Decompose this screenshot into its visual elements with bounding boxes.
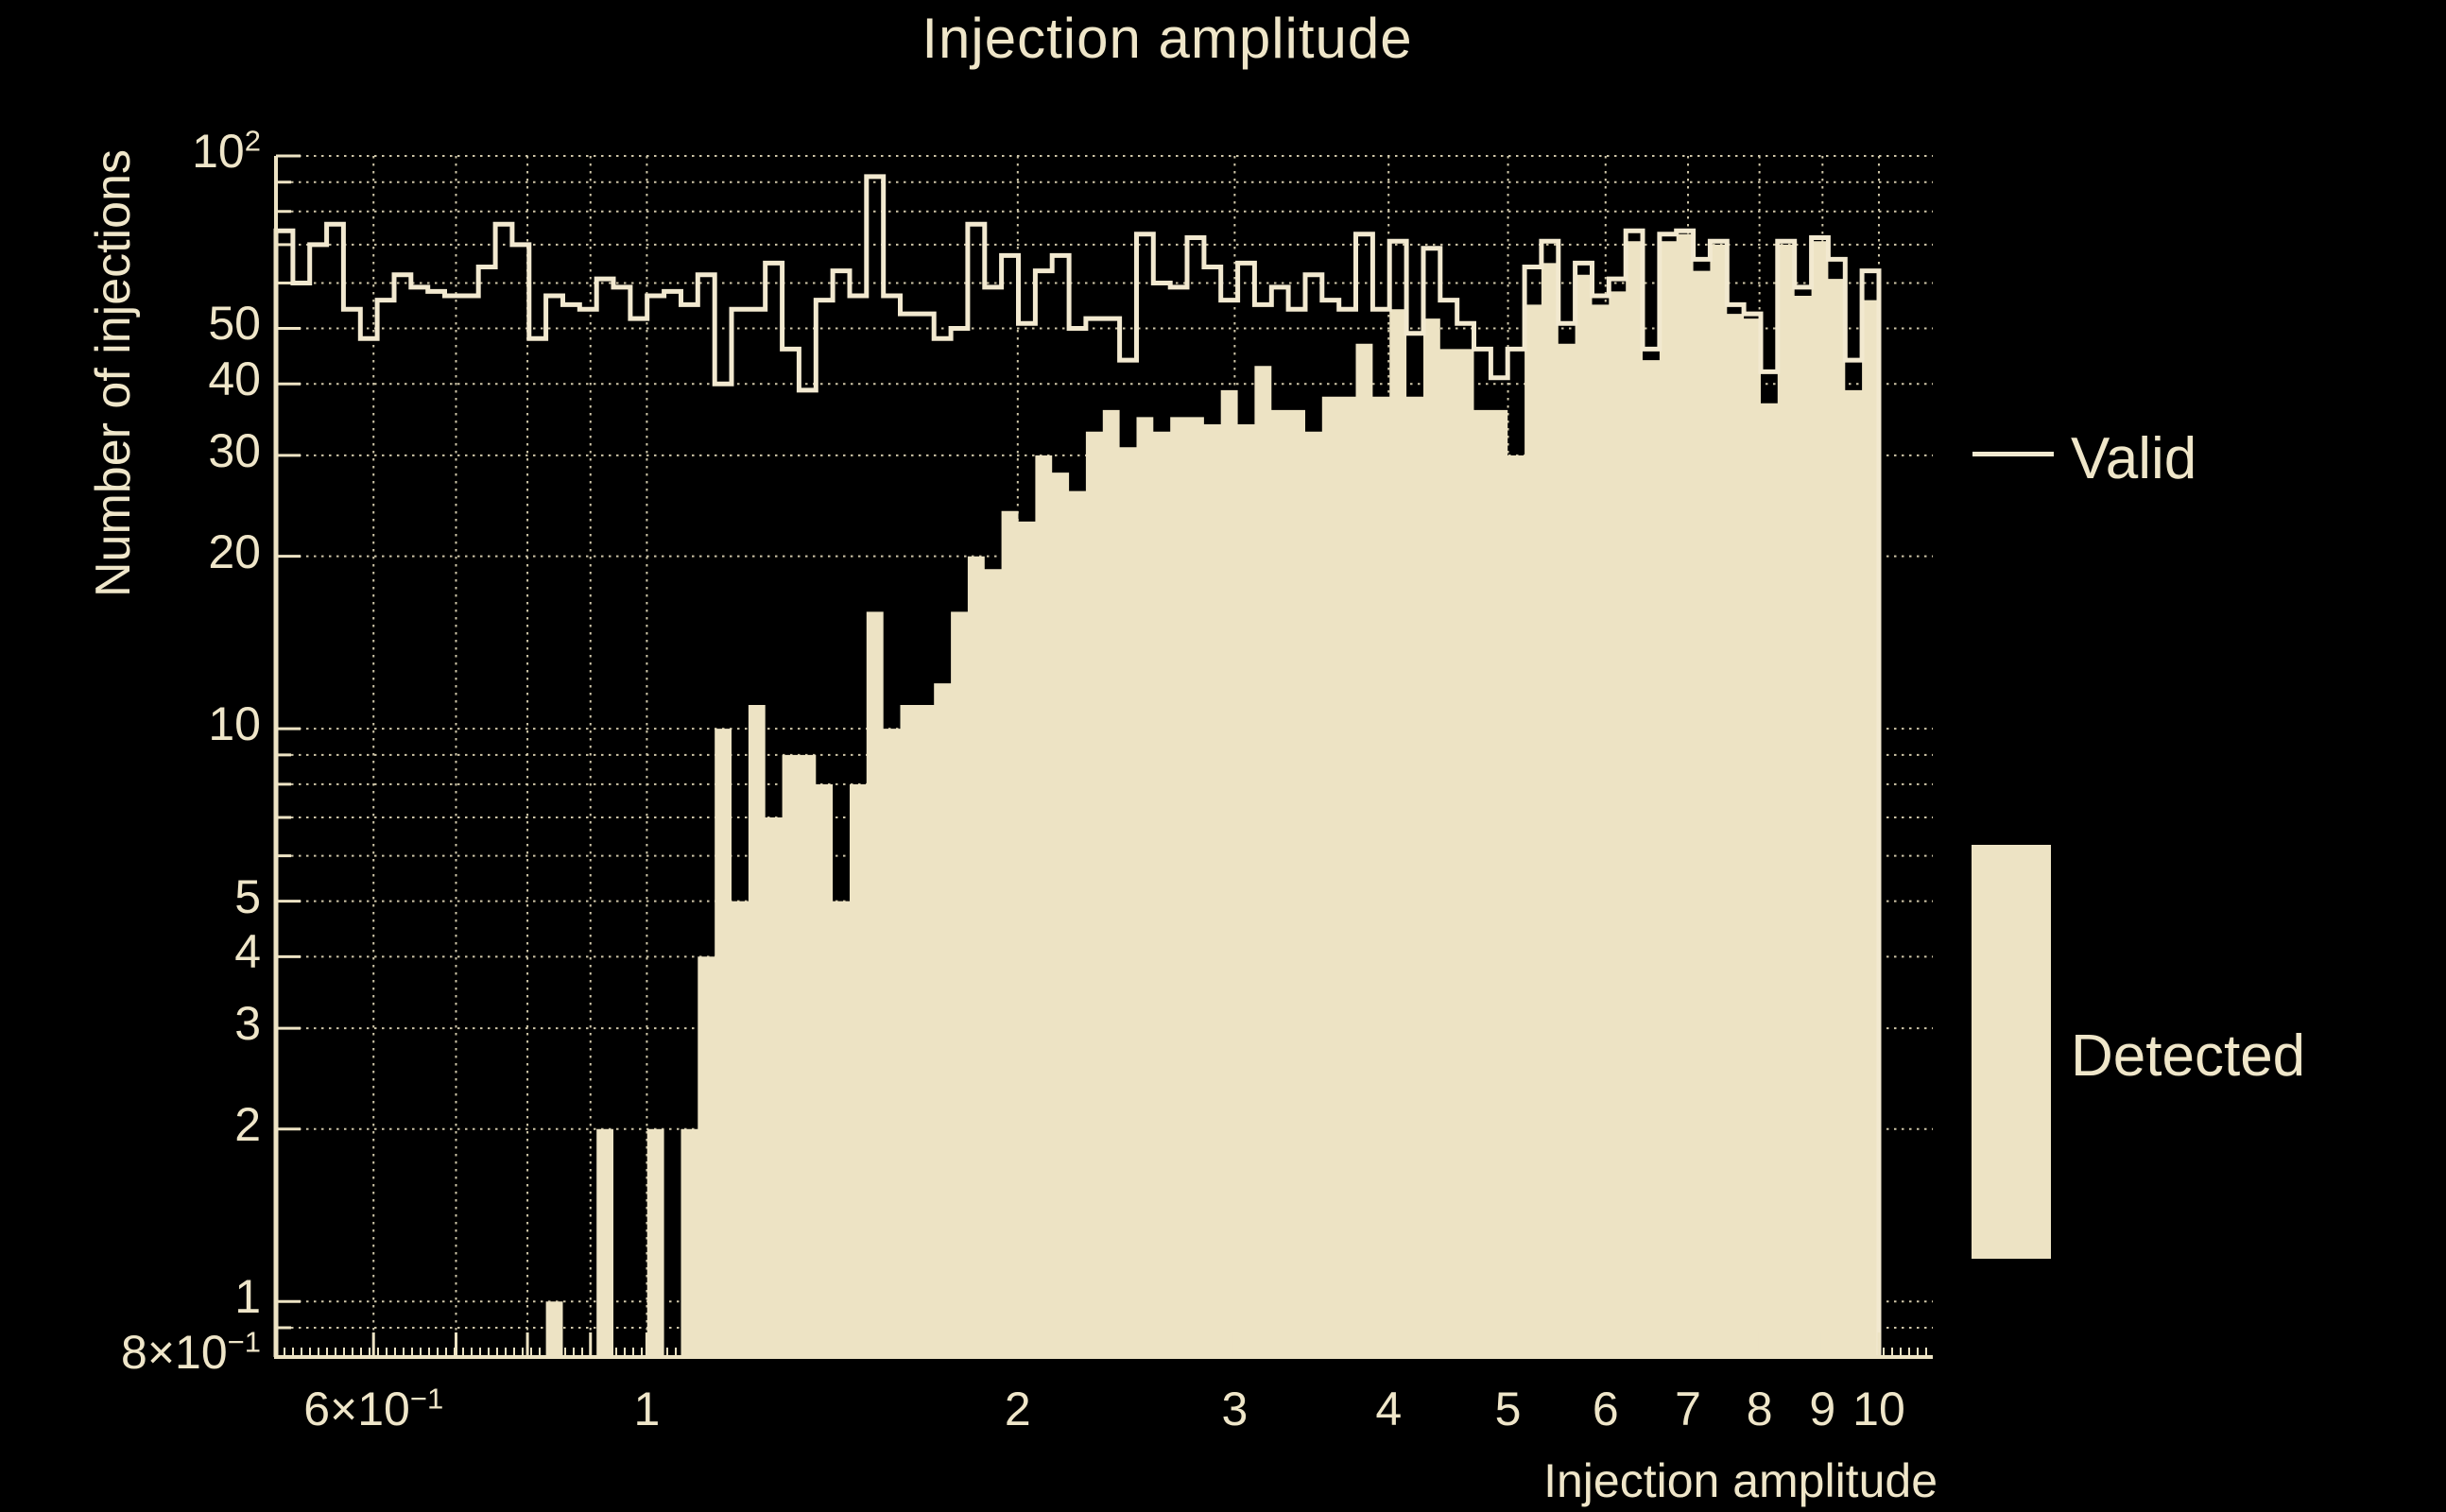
y-tick-label: 4	[234, 925, 261, 979]
x-tick-label: 10	[1852, 1383, 1905, 1435]
x-tick-label: 8	[1746, 1383, 1773, 1435]
y-axis-title: Number of injections	[86, 149, 141, 597]
x-tick-label: 1	[633, 1383, 661, 1435]
x-tick-label: 7	[1675, 1383, 1701, 1435]
y-tick-label: 10	[208, 697, 261, 751]
legend-valid-label: Valid	[2071, 426, 2197, 491]
x-axis-title: Injection amplitude	[1543, 1454, 1938, 1507]
y-tick-label: 2	[234, 1097, 261, 1151]
x-tick-label: 4	[1375, 1383, 1403, 1435]
x-tick-label: 6×10−1	[303, 1382, 444, 1435]
y-tick-label: 102	[192, 124, 261, 178]
chart-title: Injection amplitude	[922, 7, 1413, 70]
y-tick-label: 20	[208, 524, 261, 578]
y-tick-label: 1	[234, 1270, 261, 1324]
x-tick-label: 6	[1592, 1383, 1619, 1435]
x-tick-label: 2	[1004, 1383, 1031, 1435]
x-tick-label: 5	[1494, 1383, 1522, 1435]
y-tick-label: 40	[208, 352, 261, 406]
x-tick-label: 9	[1809, 1383, 1836, 1435]
y-tick-label: 8×10−1	[121, 1325, 261, 1379]
valid-line-swatch-icon	[1972, 452, 2054, 456]
detected-box-swatch-icon	[1972, 845, 2051, 1259]
x-tick-label: 3	[1221, 1383, 1249, 1435]
y-tick-label: 30	[208, 423, 261, 477]
y-tick-label: 5	[234, 869, 261, 923]
legend-detected-label: Detected	[2071, 1023, 2306, 1089]
y-tick-label: 50	[208, 297, 261, 351]
y-tick-label: 3	[234, 997, 261, 1051]
